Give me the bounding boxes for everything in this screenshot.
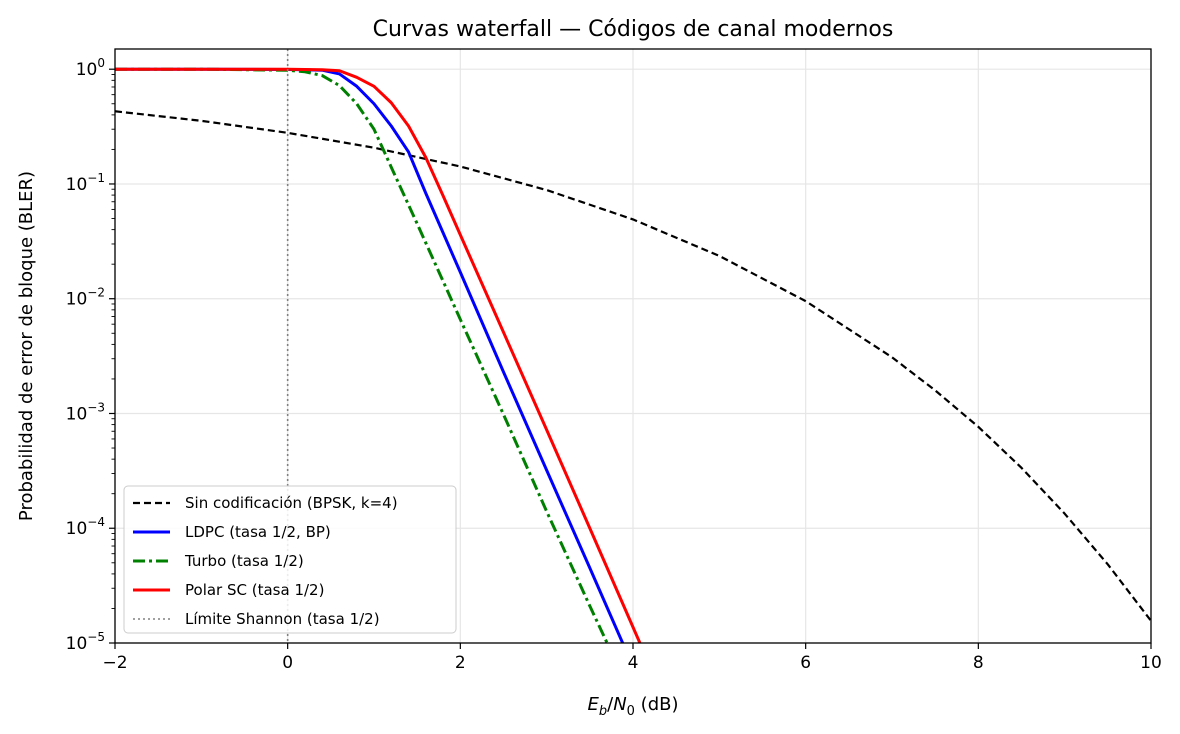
legend-box — [123, 485, 457, 634]
y-tick-label: 10−3 — [66, 400, 105, 424]
y-tick-label: 10−5 — [66, 630, 105, 654]
x-tick-label: 0 — [282, 653, 293, 673]
axis-ticks: −2 0 2 4 6 8 10 100 10−1 10−2 10−3 10−4 10−5 — [66, 56, 1162, 673]
x-tick-label: 8 — [973, 653, 984, 673]
legend-entry: Polar SC (tasa 1/2) — [185, 581, 324, 599]
x-tick-label: 4 — [628, 653, 639, 673]
y-tick-label: 10−4 — [66, 515, 105, 539]
series-lines — [115, 49, 1151, 643]
legend-entry: Turbo (tasa 1/2) — [184, 552, 304, 570]
legend: Sin codificación (BPSK, k=4) LDPC (tasa 1… — [123, 485, 457, 634]
legend-entry: Sin codificación (BPSK, k=4) — [185, 494, 398, 512]
y-tick-label: 10−1 — [66, 171, 105, 195]
x-tick-label: 10 — [1140, 653, 1162, 673]
y-tick-label: 10−2 — [66, 286, 105, 310]
y-tick-label: 100 — [76, 56, 105, 80]
x-tick-label: −2 — [102, 653, 127, 673]
y-axis-label: Probabilidad de error de bloque (BLER) — [16, 171, 37, 521]
legend-entry: LDPC (tasa 1/2, BP) — [185, 523, 331, 541]
legend-entry: Límite Shannon (tasa 1/2) — [185, 610, 380, 628]
x-axis-label: Eb/N0 (dB) — [587, 694, 678, 719]
series-line — [115, 67, 642, 643]
x-tick-label: 6 — [800, 653, 811, 673]
series-line — [115, 110, 1151, 622]
chart-title: Curvas waterfall — Códigos de canal mode… — [373, 17, 894, 42]
x-tick-label: 2 — [455, 653, 466, 673]
